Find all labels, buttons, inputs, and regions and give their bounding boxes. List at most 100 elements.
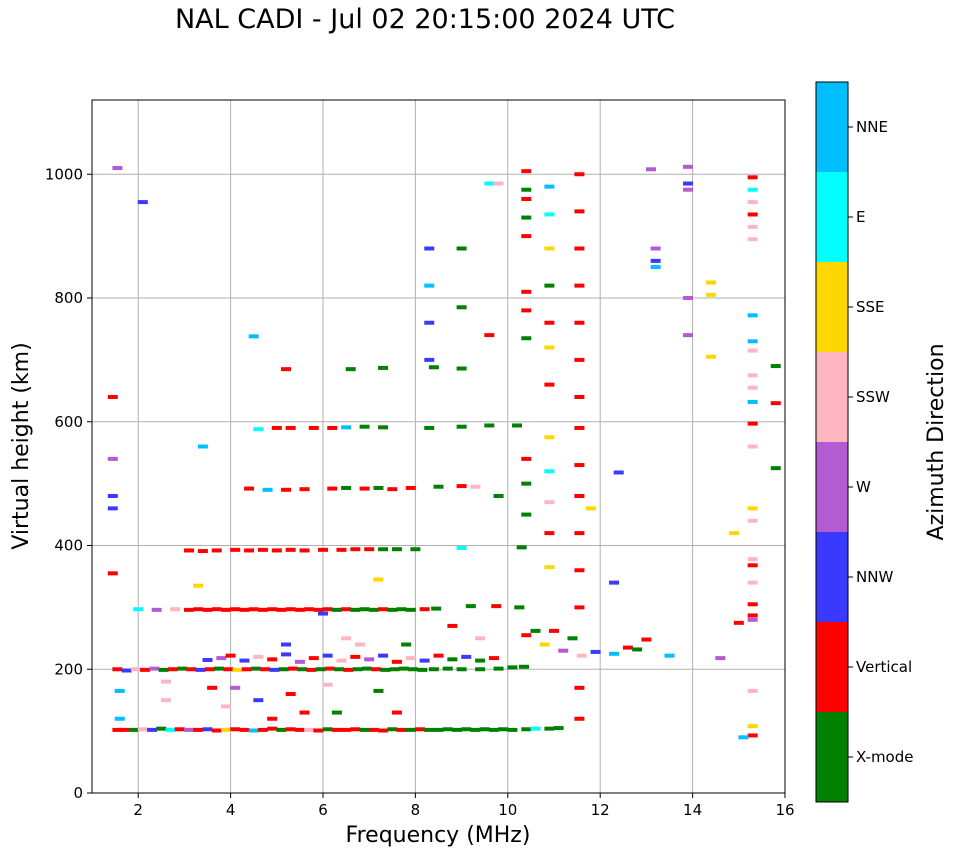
echo-point bbox=[341, 485, 352, 490]
echo-point bbox=[220, 727, 231, 732]
x-tick-label: 4 bbox=[226, 801, 236, 819]
echo-point bbox=[331, 710, 342, 715]
colorbar-tick-label: E bbox=[856, 208, 865, 226]
echo-point bbox=[415, 727, 426, 732]
echo-point bbox=[507, 727, 518, 732]
echo-point bbox=[747, 506, 758, 511]
echo-point bbox=[167, 667, 178, 672]
echo-point bbox=[544, 565, 555, 570]
echo-point bbox=[128, 727, 139, 732]
colorbar-label: Azimuth Direction bbox=[924, 343, 949, 540]
echo-point bbox=[431, 606, 442, 611]
series-group bbox=[107, 164, 781, 740]
y-tick-label: 1000 bbox=[45, 165, 83, 183]
series-group bbox=[112, 726, 564, 733]
echo-point bbox=[576, 653, 587, 658]
echo-point bbox=[341, 607, 352, 612]
echo-point bbox=[514, 605, 525, 610]
colorbar-segment bbox=[816, 442, 848, 532]
colorbar-tick-label: NNE bbox=[856, 118, 888, 136]
x-axis: 2 4 6 8 10 12 14 16 bbox=[133, 793, 795, 819]
echo-point bbox=[244, 548, 255, 553]
echo-point bbox=[747, 187, 758, 192]
echo-point bbox=[747, 557, 758, 562]
echo-point bbox=[267, 657, 278, 662]
echo-point bbox=[747, 385, 758, 390]
echo-point bbox=[574, 357, 585, 362]
echo-point bbox=[371, 667, 382, 672]
echo-point bbox=[195, 667, 206, 672]
echo-point bbox=[107, 571, 118, 576]
echo-point bbox=[622, 645, 633, 650]
echo-point bbox=[248, 728, 259, 733]
echo-point bbox=[574, 283, 585, 288]
echo-point bbox=[341, 727, 352, 732]
echo-point bbox=[276, 727, 287, 732]
echo-point bbox=[574, 463, 585, 468]
echo-point bbox=[521, 289, 532, 294]
colorbar-tick-label: Vertical bbox=[856, 658, 912, 676]
echo-point bbox=[368, 607, 379, 612]
echo-point bbox=[442, 666, 453, 671]
colorbar-segment bbox=[816, 532, 848, 622]
echo-point bbox=[230, 607, 241, 612]
plot-background bbox=[92, 100, 785, 793]
echo-point bbox=[419, 658, 430, 663]
echo-point bbox=[267, 607, 278, 612]
echo-point bbox=[729, 531, 740, 536]
echo-point bbox=[299, 548, 310, 553]
echo-point bbox=[747, 444, 758, 449]
series-group bbox=[253, 423, 523, 432]
echo-point bbox=[417, 667, 428, 672]
echo-point bbox=[447, 623, 458, 628]
echo-point bbox=[294, 727, 305, 732]
echo-point bbox=[747, 613, 758, 618]
echo-point bbox=[359, 727, 370, 732]
echo-point bbox=[456, 424, 467, 429]
echo-point bbox=[521, 215, 532, 220]
echo-point bbox=[387, 487, 398, 492]
echo-point bbox=[424, 357, 435, 362]
echo-point bbox=[470, 727, 481, 732]
echo-point bbox=[609, 580, 620, 585]
echo-point bbox=[428, 365, 439, 370]
echo-point bbox=[130, 667, 141, 672]
echo-point bbox=[747, 373, 758, 378]
echo-point bbox=[271, 548, 282, 553]
echo-point bbox=[574, 320, 585, 325]
echo-point bbox=[165, 727, 176, 732]
colorbar-tick-label: SSW bbox=[856, 388, 890, 406]
echo-point bbox=[682, 296, 693, 300]
echo-point bbox=[747, 224, 758, 229]
echo-point bbox=[378, 425, 389, 430]
echo-point bbox=[530, 628, 541, 633]
echo-point bbox=[574, 172, 585, 177]
echo-point bbox=[345, 367, 356, 372]
echo-point bbox=[294, 607, 305, 612]
echo-point bbox=[747, 313, 758, 318]
echo-point bbox=[574, 395, 585, 399]
echo-point bbox=[350, 654, 361, 659]
echo-point bbox=[281, 487, 292, 492]
echo-point bbox=[518, 664, 529, 669]
echo-point bbox=[281, 367, 292, 372]
echo-point bbox=[521, 481, 532, 486]
echo-point bbox=[574, 494, 585, 498]
x-tick-label: 2 bbox=[133, 801, 143, 819]
echo-point bbox=[225, 653, 236, 658]
echo-point bbox=[160, 679, 171, 684]
echo-point bbox=[447, 657, 458, 662]
colorbar-segment bbox=[816, 712, 848, 802]
echo-point bbox=[398, 666, 409, 671]
echo-point bbox=[267, 716, 278, 721]
colorbar-tick-label: W bbox=[856, 478, 871, 496]
echo-point bbox=[544, 435, 555, 440]
echo-point bbox=[747, 200, 758, 205]
echo-point bbox=[544, 531, 555, 536]
echo-point bbox=[574, 425, 585, 430]
colorbar-tick-label: NNW bbox=[856, 568, 893, 586]
echo-point bbox=[646, 167, 657, 172]
echo-point bbox=[160, 698, 171, 703]
echo-point bbox=[112, 727, 123, 732]
echo-point bbox=[405, 656, 416, 661]
